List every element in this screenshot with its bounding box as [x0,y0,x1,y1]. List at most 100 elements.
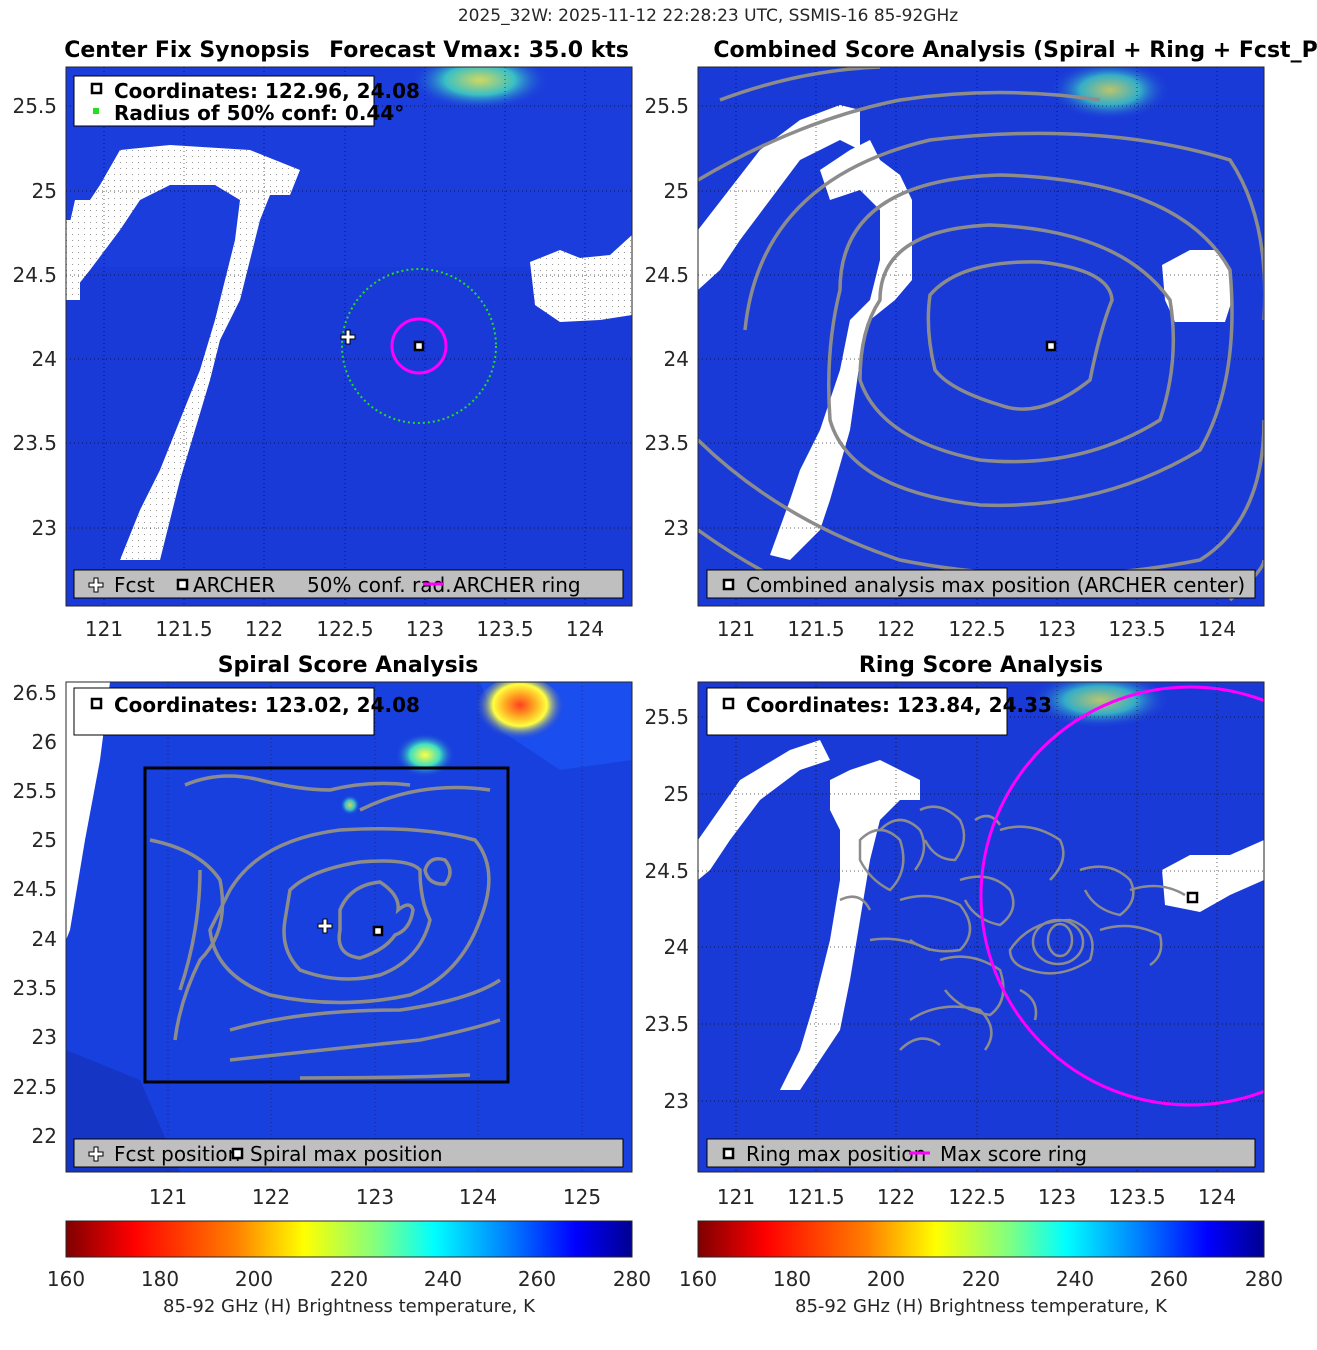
x-tick: 121 [717,1185,755,1209]
legend-fcst-icon [88,577,104,593]
ring-map [698,682,1264,1172]
colorbar-tick: 220 [962,1267,1000,1291]
x-tick: 123.5 [476,617,533,641]
x-tick: 125 [563,1185,601,1209]
colorbar-left: 160 180 200 220 240 260 280 85-92 GHz (H… [47,1220,651,1317]
x-tick: 123.5 [1108,1185,1165,1209]
y-tick: 25.5 [644,705,689,729]
panel-ring: Ring Score Analysis [644,653,1265,1209]
colorbar-tick: 240 [424,1267,462,1291]
colorbar-gradient [65,1220,633,1258]
y-tick: 25.5 [644,94,689,118]
ring-max-score-ring [979,685,1264,1107]
ring-coord-box [706,687,1008,736]
x-tick: 123 [1038,617,1076,641]
y-tick: 25 [32,179,57,203]
x-tick: 123 [1038,1185,1076,1209]
combined-legend [706,569,1256,599]
spiral-max-marker [372,925,384,937]
combined-max-marker [1045,340,1057,352]
colorbar-tick: 260 [1150,1267,1188,1291]
colorbar-right: 160 180 200 220 240 260 280 85-92 GHz (H… [679,1220,1283,1317]
y-tick: 26 [32,730,57,754]
y-tick: 24 [664,347,689,371]
legend-archer-icon [176,578,189,591]
x-tick: 124 [459,1185,497,1209]
combined-legend-label: Combined analysis max position (ARCHER c… [746,573,1245,597]
y-tick: 23.5 [644,431,689,455]
x-tick: 122.5 [316,617,373,641]
colorbar-gradient [697,1220,1265,1258]
y-tick: 23 [32,1025,57,1049]
legend-fcst-icon [88,1146,104,1162]
y-tick: 23.5 [644,1012,689,1036]
y-tick: 22.5 [12,1075,57,1099]
ring-max-marker [1186,891,1199,904]
ring-contours [839,805,1186,1051]
x-tick: 122.5 [948,617,1005,641]
y-tick: 25.5 [12,779,57,803]
y-tick: 24 [32,347,57,371]
x-tick: 122 [877,1185,915,1209]
spiral-legend [73,1138,624,1168]
y-tick: 25 [32,828,57,852]
spiral-coord-box [73,687,375,736]
y-tick: 23 [32,516,57,540]
spiral-contours [149,774,501,1080]
combined-xticks: 121 121.5 122 122.5 123 123.5 124 [717,617,1236,641]
figure-title: 2025_32W: 2025-11-12 22:28:23 UTC, SSMIS… [458,6,958,26]
spiral-map [66,682,632,1172]
synopsis-legend [73,569,624,599]
x-tick: 124 [1198,1185,1236,1209]
colorbar-tick: 180 [141,1267,179,1291]
panel-synopsis: Center Fix Synopsis Forecast Vmax: 35.0 … [12,38,633,641]
y-tick: 25 [664,782,689,806]
spiral-coord-line: Coordinates: 123.02, 24.08 [114,693,420,717]
x-tick: 124 [566,617,604,641]
ring-legend [706,1138,1256,1168]
colorbar-tick: 240 [1056,1267,1094,1291]
y-tick: 24 [664,935,689,959]
spiral-title: Spiral Score Analysis [218,653,479,678]
combined-title: Combined Score Analysis (Spiral + Ring +… [713,38,1317,63]
synopsis-archer-ring [390,317,448,375]
ring-legend-max: Ring max position [746,1142,926,1166]
x-tick: 121 [85,617,123,641]
y-tick: 23.5 [12,976,57,1000]
colorbar-tick: 280 [613,1267,651,1291]
legend-max-icon [722,578,735,591]
ring-coord-line: Coordinates: 123.84, 24.33 [746,693,1052,717]
colorbar-label: 85-92 GHz (H) Brightness temperature, K [795,1296,1168,1317]
y-tick: 23 [664,516,689,540]
x-tick: 122 [877,617,915,641]
colorbar-tick: 180 [773,1267,811,1291]
y-tick: 25 [664,179,689,203]
legend-max-icon [231,1147,244,1160]
spiral-legend-fcst: Fcst position [114,1142,240,1166]
colorbar-tick: 200 [235,1267,273,1291]
x-tick: 123.5 [1108,617,1165,641]
y-tick: 24.5 [644,263,689,287]
synopsis-fcst-marker [340,329,356,345]
y-tick: 24 [32,927,57,951]
y-tick: 24.5 [644,859,689,883]
colorbar-tick: 280 [1245,1267,1283,1291]
synopsis-xticks: 121 121.5 122 122.5 123 123.5 124 [85,617,604,641]
y-tick: 22 [32,1124,57,1148]
panel-combined: Combined Score Analysis (Spiral + Ring +… [644,38,1317,641]
panel-spiral: Spiral Score Analysis [12,653,633,1209]
synopsis-white-region [66,145,300,560]
colorbar-tick: 220 [330,1267,368,1291]
x-tick: 121 [717,617,755,641]
spiral-xticks: 121 122 123 124 125 [149,1185,601,1209]
spiral-search-box [143,766,510,1084]
y-tick: 24.5 [12,263,57,287]
combined-yticks: 23 23.5 24 24.5 25 25.5 [644,94,689,540]
y-tick: 25.5 [12,94,57,118]
colorbar-tick: 160 [47,1267,85,1291]
spiral-fcst-marker [317,918,333,934]
synopsis-archer-marker [413,340,425,352]
synopsis-legend-archer: ARCHER [193,573,275,597]
x-tick: 121.5 [787,617,844,641]
